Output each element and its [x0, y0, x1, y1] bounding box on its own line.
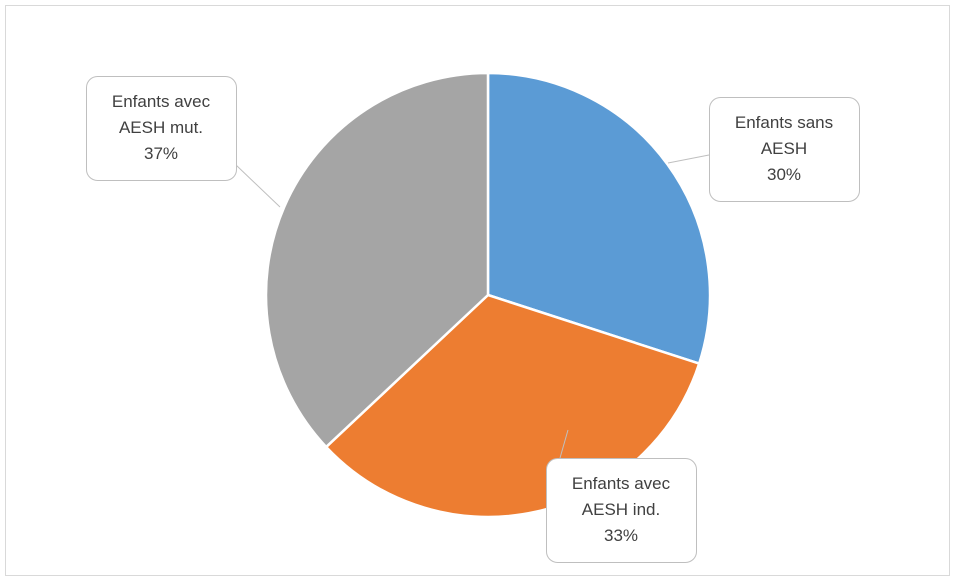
pie-slice: [486, 71, 712, 366]
value-label: 30%: [766, 165, 802, 184]
data-label: Enfants avec AESH mut. 37%: [86, 76, 236, 180]
leader-line: [667, 154, 710, 164]
data-label: Enfants avec AESH ind. 33%: [546, 458, 696, 562]
callout-box: [86, 76, 237, 181]
value-label: 33%: [603, 526, 639, 545]
callout-box: [546, 458, 697, 563]
category-label: Enfants sans AESH: [734, 113, 834, 158]
category-label: Enfants avec AESH ind.: [571, 474, 671, 519]
data-label: Enfants sans AESH 30%: [709, 97, 859, 201]
leader-line: [559, 429, 569, 459]
category-label: Enfants avec AESH mut.: [111, 92, 211, 137]
callout-box: [709, 97, 860, 202]
pie-slice: [264, 71, 490, 449]
leader-line: [235, 164, 281, 208]
value-label: 37%: [143, 144, 179, 163]
